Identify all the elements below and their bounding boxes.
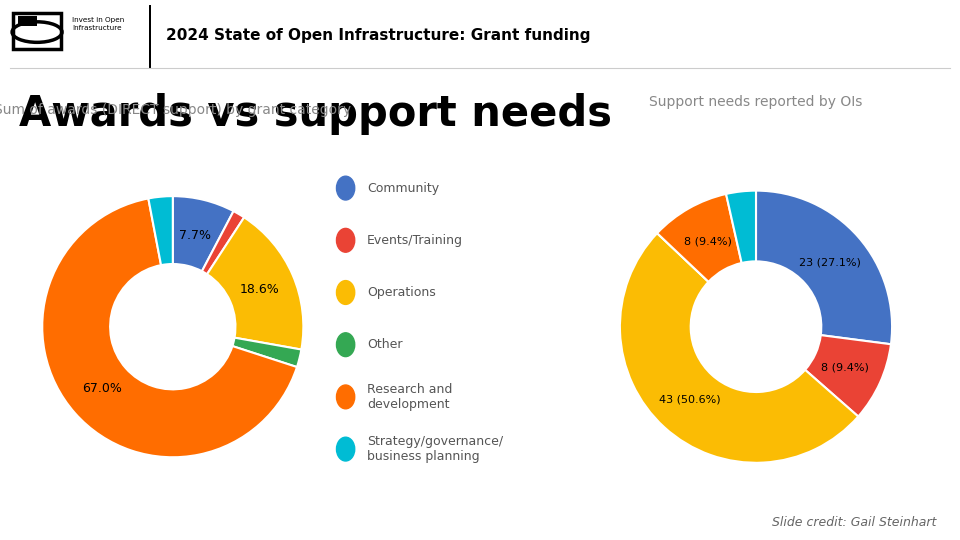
Circle shape	[336, 228, 354, 252]
Wedge shape	[207, 218, 303, 349]
Wedge shape	[202, 211, 244, 274]
Wedge shape	[756, 191, 892, 345]
Circle shape	[336, 437, 354, 461]
Circle shape	[336, 281, 354, 305]
Title: Sum of awards (DIRECT support) by grant category: Sum of awards (DIRECT support) by grant …	[0, 103, 351, 117]
Text: Infrastructure: Infrastructure	[72, 25, 122, 31]
Text: 2024 State of Open Infrastructure: Grant funding: 2024 State of Open Infrastructure: Grant…	[166, 28, 590, 43]
Text: Research and
development: Research and development	[367, 383, 452, 411]
Wedge shape	[149, 196, 173, 265]
Text: 67.0%: 67.0%	[83, 382, 122, 395]
Wedge shape	[805, 335, 891, 416]
Circle shape	[336, 333, 354, 356]
Text: 18.6%: 18.6%	[239, 283, 279, 296]
Text: 23 (27.1%): 23 (27.1%)	[799, 257, 860, 267]
Text: 8 (9.4%): 8 (9.4%)	[684, 237, 732, 247]
Text: Community: Community	[367, 181, 440, 194]
Wedge shape	[173, 196, 233, 271]
Circle shape	[336, 385, 354, 409]
Text: Operations: Operations	[367, 286, 436, 299]
Wedge shape	[658, 194, 742, 282]
Wedge shape	[232, 338, 301, 367]
Title: Support needs reported by OIs: Support needs reported by OIs	[649, 95, 863, 109]
Wedge shape	[42, 199, 297, 457]
Text: Awards vs support needs: Awards vs support needs	[19, 92, 612, 134]
Text: Strategy/governance/
business planning: Strategy/governance/ business planning	[367, 435, 503, 463]
Text: 8 (9.4%): 8 (9.4%)	[822, 362, 869, 372]
Text: Invest in Open: Invest in Open	[72, 17, 124, 23]
Text: Slide credit: Gail Steinhart: Slide credit: Gail Steinhart	[772, 516, 936, 530]
Text: Events/Training: Events/Training	[367, 234, 463, 247]
FancyBboxPatch shape	[18, 16, 37, 26]
Wedge shape	[620, 233, 858, 463]
Text: 43 (50.6%): 43 (50.6%)	[660, 394, 721, 404]
Text: 7.7%: 7.7%	[180, 229, 211, 242]
Wedge shape	[658, 233, 708, 282]
Circle shape	[336, 176, 354, 200]
Text: Other: Other	[367, 338, 402, 351]
Wedge shape	[726, 191, 756, 263]
